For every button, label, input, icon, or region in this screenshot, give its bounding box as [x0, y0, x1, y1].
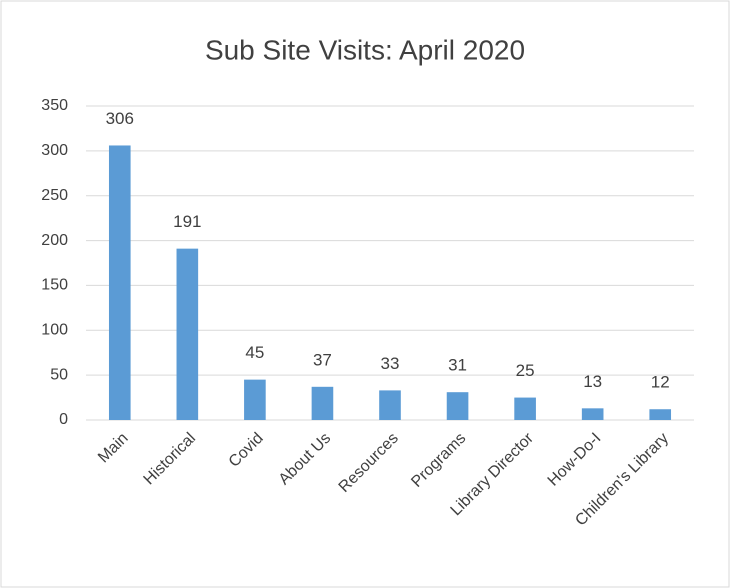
bar: [244, 379, 266, 420]
y-tick-label: 250: [41, 187, 68, 204]
bar: [311, 386, 334, 420]
bar: [581, 408, 604, 420]
y-tick-label: 50: [50, 366, 68, 383]
y-tick-label: 200: [41, 232, 68, 249]
chart-title: Sub Site Visits: April 2020: [205, 34, 525, 65]
y-tick-label: 150: [41, 277, 68, 294]
bar: [446, 392, 469, 420]
data-label: 13: [583, 372, 602, 391]
data-label: 45: [245, 343, 264, 362]
y-tick-label: 300: [41, 142, 68, 159]
data-label: 12: [651, 373, 670, 392]
y-tick-label: 350: [41, 97, 68, 114]
y-tick-label: 0: [59, 411, 68, 428]
data-label: 191: [173, 212, 201, 231]
data-label: 37: [313, 350, 332, 369]
bar: [176, 248, 199, 420]
bar: [108, 145, 131, 420]
bar: [514, 397, 536, 420]
bar: [379, 390, 401, 420]
data-label: 306: [106, 109, 134, 128]
data-label: 25: [516, 361, 535, 380]
y-tick-label: 100: [41, 322, 68, 339]
data-label: 31: [448, 356, 467, 375]
bar: [649, 409, 672, 420]
data-label: 33: [381, 354, 400, 373]
